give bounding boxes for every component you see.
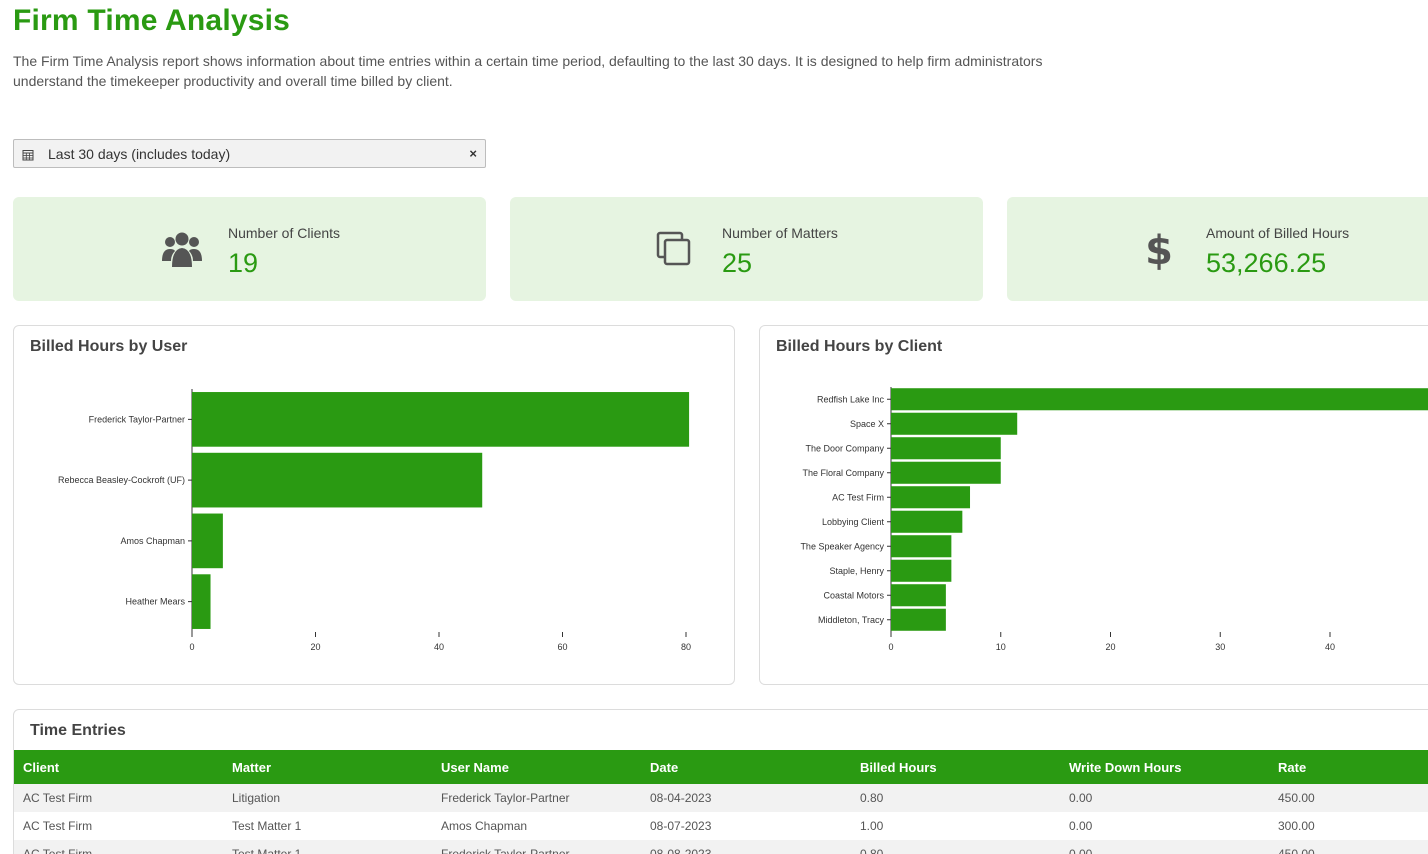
- cell-write-down-hours: 0.00: [1060, 840, 1269, 854]
- stat-label: Number of Clients: [228, 225, 341, 241]
- cell-write-down-hours: 0.00: [1060, 784, 1269, 812]
- stat-card-billed-hours: $ Amount of Billed Hours 53,266.25: [1007, 197, 1428, 301]
- bar: [891, 559, 952, 582]
- bar: [192, 574, 211, 629]
- chart-panel-by-client: Billed Hours by Client Redfish Lake Inc S…: [759, 325, 1428, 685]
- stat-card-matters: Number of Matters 25: [510, 197, 983, 301]
- bar: [192, 513, 223, 569]
- x-tick-label: 20: [310, 642, 320, 652]
- x-tick-label: 0: [888, 642, 893, 652]
- y-tick-label: Coastal Motors: [823, 590, 884, 600]
- cell-client: AC Test Firm: [14, 784, 223, 812]
- time-entries-panel: Time Entries Client Matter User Name Dat…: [13, 709, 1428, 854]
- cell-date: 08-08-2023: [641, 840, 851, 854]
- x-tick-label: 0: [189, 642, 194, 652]
- stat-card-clients: Number of Clients 19: [13, 197, 486, 301]
- stat-label: Amount of Billed Hours: [1206, 225, 1350, 241]
- bar: [192, 392, 690, 447]
- stat-value: 25: [722, 248, 753, 278]
- time-entries-table: Client Matter User Name Date Billed Hour…: [14, 750, 1428, 854]
- cell-matter: Test Matter 1: [223, 812, 432, 840]
- cell-client: AC Test Firm: [14, 840, 223, 854]
- y-tick-label: The Floral Company: [802, 468, 884, 478]
- cell-rate: 300.00: [1269, 812, 1428, 840]
- clear-date-button[interactable]: ×: [469, 146, 477, 161]
- cell-billed-hours: 0.80: [851, 784, 1060, 812]
- bar: [891, 584, 946, 607]
- y-tick-label: Middleton, Tracy: [818, 615, 885, 625]
- cell-rate: 450.00: [1269, 784, 1428, 812]
- bar: [891, 510, 963, 533]
- x-tick-label: 10: [996, 642, 1006, 652]
- table-row[interactable]: AC Test Firm Test Matter 1 Frederick Tay…: [14, 840, 1428, 854]
- bar: [891, 608, 946, 631]
- cell-matter: Test Matter 1: [223, 840, 432, 854]
- cell-billed-hours: 1.00: [851, 812, 1060, 840]
- billed-hours-by-user-chart: Frederick Taylor-Partner Rebecca Beasley-…: [58, 389, 691, 652]
- date-range-picker[interactable]: Last 30 days (includes today) ×: [13, 139, 486, 168]
- column-header-date[interactable]: Date: [641, 750, 851, 784]
- y-tick-label: Rebecca Beasley-Cockroft (UF): [58, 475, 185, 485]
- stat-label: Number of Matters: [722, 225, 838, 241]
- bar: [891, 388, 1428, 411]
- time-entries-title: Time Entries: [30, 722, 126, 739]
- table-row[interactable]: AC Test Firm Test Matter 1 Amos Chapman …: [14, 812, 1428, 840]
- x-tick-label: 80: [681, 642, 691, 652]
- bar: [891, 535, 952, 558]
- y-tick-label: Heather Mears: [125, 597, 185, 607]
- x-tick-label: 60: [557, 642, 567, 652]
- bar: [192, 452, 483, 508]
- bar: [891, 461, 1001, 484]
- column-header-user-name[interactable]: User Name: [432, 750, 641, 784]
- table-row[interactable]: AC Test Firm Litigation Frederick Taylor…: [14, 784, 1428, 812]
- column-header-client[interactable]: Client: [14, 750, 223, 784]
- x-tick-label: 40: [1325, 642, 1335, 652]
- x-tick-label: 30: [1215, 642, 1225, 652]
- y-tick-label: Lobbying Client: [822, 517, 885, 527]
- billed-hours-by-client-chart: Redfish Lake Inc Space X The Door Company T…: [800, 387, 1428, 652]
- cell-client: AC Test Firm: [14, 812, 223, 840]
- cell-user-name: Frederick Taylor-Partner: [432, 784, 641, 812]
- y-tick-label: The Door Company: [805, 443, 884, 453]
- cell-date: 08-04-2023: [641, 784, 851, 812]
- chart-title: Billed Hours by User: [30, 338, 188, 355]
- bar: [891, 437, 1001, 460]
- stat-value: 53,266.25: [1206, 248, 1327, 278]
- cell-user-name: Frederick Taylor-Partner: [432, 840, 641, 854]
- column-header-write-down-hours[interactable]: Write Down Hours: [1060, 750, 1269, 784]
- date-range-value: Last 30 days (includes today): [48, 145, 231, 162]
- x-tick-label: 20: [1105, 642, 1115, 652]
- chart-panel-by-user: Billed Hours by User Frederick Taylor-Pa…: [13, 325, 735, 685]
- y-tick-label: Staple, Henry: [829, 566, 884, 576]
- page-description: The Firm Time Analysis report shows info…: [13, 53, 1043, 89]
- y-tick-label: AC Test Firm: [832, 492, 884, 502]
- cell-billed-hours: 0.80: [851, 840, 1060, 854]
- column-header-billed-hours[interactable]: Billed Hours: [851, 750, 1060, 784]
- column-header-matter[interactable]: Matter: [223, 750, 432, 784]
- y-tick-label: Frederick Taylor-Partner: [89, 414, 185, 424]
- chart-title: Billed Hours by Client: [776, 338, 943, 355]
- copy-icon: [650, 227, 698, 271]
- calendar-icon: [22, 148, 34, 160]
- bar: [891, 412, 1018, 435]
- svg-text:$: $: [1145, 228, 1173, 270]
- cell-matter: Litigation: [223, 784, 432, 812]
- dollar-icon: $: [1135, 227, 1183, 271]
- bar: [891, 486, 971, 509]
- column-header-rate[interactable]: Rate: [1269, 750, 1428, 784]
- cell-date: 08-07-2023: [641, 812, 851, 840]
- stat-value: 19: [228, 248, 259, 278]
- cell-user-name: Amos Chapman: [432, 812, 641, 840]
- cell-write-down-hours: 0.00: [1060, 812, 1269, 840]
- page-title: Firm Time Analysis: [13, 4, 291, 37]
- y-tick-label: Redfish Lake Inc: [817, 394, 885, 404]
- y-tick-label: The Speaker Agency: [800, 541, 884, 551]
- cell-rate: 450.00: [1269, 840, 1428, 854]
- table-header-row: Client Matter User Name Date Billed Hour…: [14, 750, 1428, 784]
- y-tick-label: Space X: [850, 419, 884, 429]
- x-tick-label: 40: [434, 642, 444, 652]
- users-icon: [158, 227, 206, 271]
- y-tick-label: Amos Chapman: [120, 536, 185, 546]
